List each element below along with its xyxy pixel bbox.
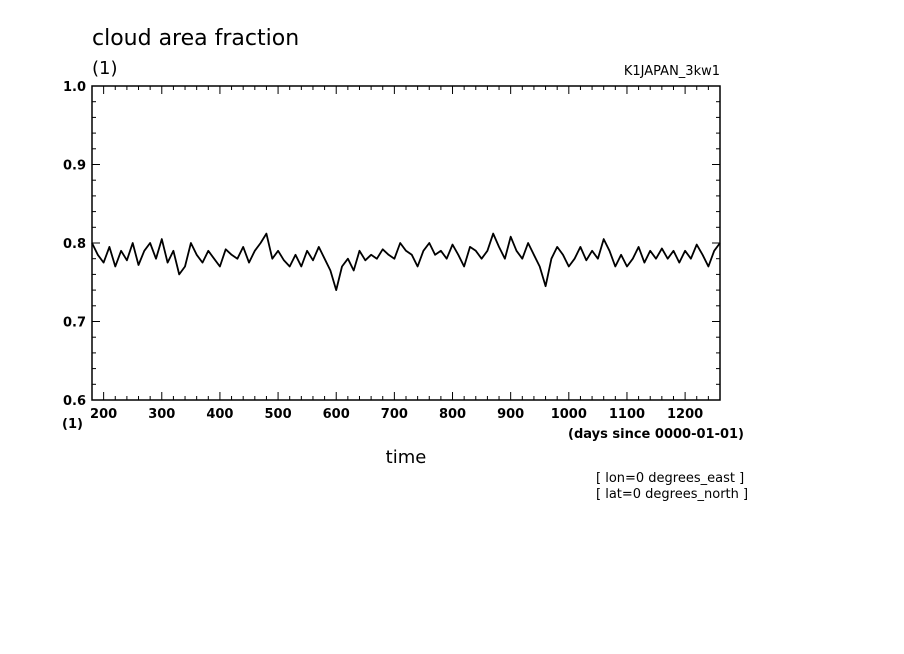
x-axis-label: time [386,447,427,468]
x-tick-label: 600 [323,407,350,422]
x-tick-labels: 200 300 400 500 600 700 800 900 1000 1100 1200 [90,407,703,422]
x-tick-label: 1100 [609,407,645,422]
x-tick-label: 1000 [551,407,587,422]
y-unit-label: (1) [92,58,118,79]
x-unit-note: (1) [62,417,83,432]
chart-title: cloud area fraction [92,26,299,51]
y-tick-labels: 0.6 0.7 0.8 0.9 1.0 [63,80,86,409]
y-tick-label: 1.0 [63,80,86,95]
y-tick-label: 0.9 [63,159,86,174]
x-units-label: (days since 0000-01-01) [568,427,744,442]
x-tick-label: 500 [265,407,292,422]
x-tick-label: 400 [206,407,233,422]
x-tick-label: 1200 [667,407,703,422]
x-tick-label: 800 [439,407,466,422]
x-tick-label: 900 [497,407,524,422]
y-tick-label: 0.8 [63,237,86,252]
x-tick-label: 200 [90,407,117,422]
dataset-label: K1JAPAN_3kw1 [624,64,720,79]
y-tick-label: 0.7 [63,316,86,331]
note-lat: [ lat=0 degrees_north ] [596,487,748,502]
x-tick-label: 700 [381,407,408,422]
series-line [91,232,721,291]
plot-frame [91,85,721,401]
axis-ticks [91,85,721,401]
y-tick-label: 0.6 [63,394,86,409]
x-tick-label: 300 [148,407,175,422]
note-lon: [ lon=0 degrees_east ] [596,471,744,486]
